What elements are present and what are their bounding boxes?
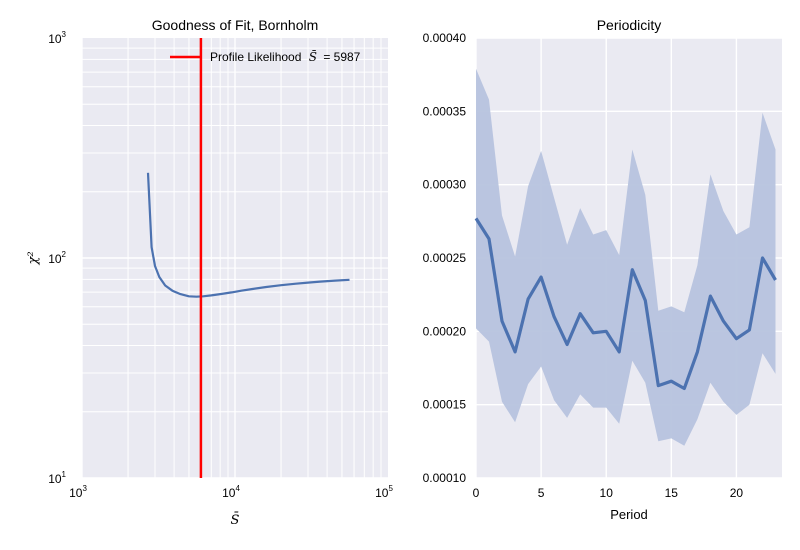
tick-exponent: 4 [235,484,240,493]
right-x-tick-label: 15 [665,486,679,500]
right-y-tick-label: 0.00040 [423,31,467,45]
right-y-tick-label: 0.00020 [423,324,467,338]
right-chart: 0 5 10 15 20 0.00010 0.00015 0.00020 0.00025 0.00… [423,17,782,522]
left-chart-title: Goodness of Fit, Bornholm [152,17,319,33]
left-legend: Profile Likelihood S̄ = 5987 [170,49,361,64]
right-y-tick-label: 0.00035 [423,104,467,118]
right-x-axis-label: Period [610,507,648,522]
right-tick-labels: 0 5 10 15 20 0.00010 0.00015 0.00020 0.00025 0.00… [423,31,744,500]
legend-value: = 5987 [323,50,360,64]
left-y-axis-label: χ² [26,251,41,265]
left-series-layer [146,38,350,478]
periodicity-line [474,217,777,391]
right-x-tick-label: 10 [600,486,614,500]
right-x-tick-label: 5 [538,486,545,500]
left-fit-curve [146,172,350,298]
right-y-tick-label: 0.00030 [423,178,467,192]
confidence-band [476,68,776,446]
right-y-tick-label: 0.00010 [423,471,467,485]
legend-label-text: Profile Likelihood [210,50,301,64]
tick-exponent: 3 [82,484,87,493]
left-grid [81,38,388,479]
right-x-tick-label: 20 [730,486,744,500]
right-y-tick-label: 0.00025 [423,251,467,265]
legend-label: Profile Likelihood S̄ = 5987 [210,49,361,64]
legend-symbol: S̄ [309,49,317,64]
right-x-tick-label: 0 [473,486,480,500]
right-y-tick-label: 0.00015 [423,398,467,412]
tick-exponent: 5 [388,484,393,493]
tick-exponent: 3 [62,30,67,39]
left-x-axis-label: S̄ [231,512,240,528]
right-series-layer [474,68,777,446]
right-chart-title: Periodicity [597,17,662,33]
tick-exponent: 1 [62,470,67,479]
tick-exponent: 2 [62,250,67,259]
